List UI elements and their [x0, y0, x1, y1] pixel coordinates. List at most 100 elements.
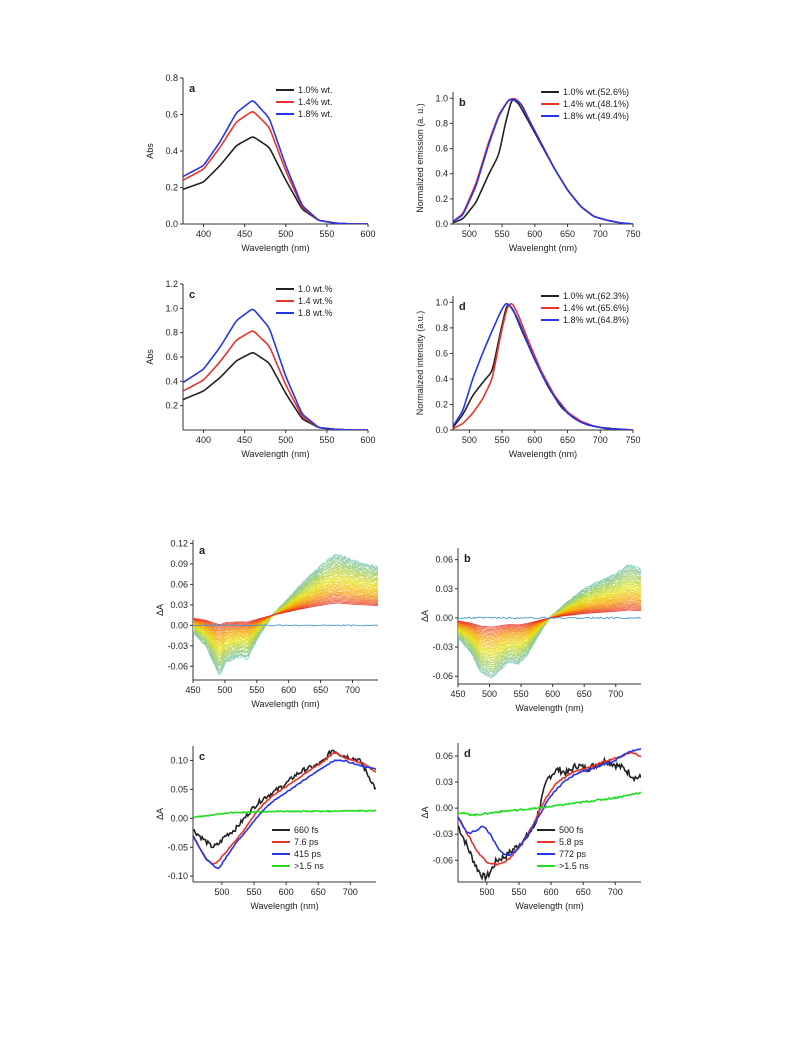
chart-panel-d-7: 500 550 600 650 700 -0.06 -0.03 0.00 0.03 0.06 Wav…: [420, 743, 641, 911]
y-tick-label: -0.05: [167, 842, 188, 852]
legend-label: 1.4% wt.: [298, 97, 333, 107]
x-tick-label: 700: [345, 685, 360, 695]
y-tick-label: -0.03: [432, 642, 453, 652]
series-trace-0: [193, 553, 378, 676]
y-tick-label: 0.06: [170, 579, 188, 589]
x-tick-label: 650: [560, 229, 575, 239]
legend-label: 1.8% wt.(64.8%): [563, 315, 629, 325]
y-tick-label: -0.10: [167, 871, 188, 881]
legend: 1.0% wt.(62.3%) 1.4% wt.(65.6%) 1.8% wt.(6…: [541, 291, 629, 325]
y-tick-label: -0.06: [432, 855, 453, 865]
chart-panel-d-3: 500 550 600 650 700 750 0.0 0.2 0.4 0.6 0.8 1.0 Wave…: [415, 291, 641, 459]
series-line-2: [453, 98, 633, 224]
y-tick-label: 0.00: [435, 613, 453, 623]
series-trace-15: [193, 571, 378, 655]
legend-label: 772 ps: [559, 849, 587, 859]
series-trace-late: [193, 624, 378, 627]
x-axis-label: Wavelength (nm): [515, 703, 583, 713]
x-axis-label: Wavelength (nm): [251, 699, 319, 709]
chart-panel-b-1: 500 550 600 650 700 750 0.0 0.2 0.4 0.6 0.8 1.0 Wave…: [415, 87, 641, 253]
y-tick-label: 1.0: [435, 93, 448, 103]
y-tick-label: -0.06: [167, 661, 188, 671]
y-tick-label: 0.00: [170, 620, 188, 630]
y-tick-label: 0.2: [435, 194, 448, 204]
panel-label: c: [199, 751, 205, 763]
chart-panel-a-4: 450 500 550 600 650 700 -0.06 -0.03 0.00 0.03 0.06…: [155, 538, 378, 709]
series-trace-20: [193, 578, 378, 650]
legend: 500 fs 5.8 ps 772 ps >1.5 ns: [537, 825, 589, 871]
y-tick-label: 0.8: [435, 323, 448, 333]
x-tick-label: 500: [214, 887, 229, 897]
x-tick-label: 600: [545, 689, 560, 699]
series-line-1: [183, 110, 368, 224]
panel-label: b: [464, 553, 471, 565]
series-line-0: [193, 749, 376, 849]
x-tick-label: 600: [360, 435, 375, 445]
y-tick-label: 0.06: [435, 751, 453, 761]
y-tick-label: 0.8: [165, 73, 178, 83]
x-tick-label: 400: [196, 435, 211, 445]
x-axis-label: Wavelength (nm): [250, 901, 318, 911]
x-tick-label: 600: [527, 229, 542, 239]
plot-area: [453, 302, 633, 430]
y-tick-label: 0.6: [435, 144, 448, 154]
series-line-3: [193, 809, 376, 819]
x-axis-label: Wavelength (nm): [241, 243, 309, 253]
y-tick-label: 0.00: [170, 813, 188, 823]
y-tick-label: 0.03: [435, 584, 453, 594]
x-tick-label: 550: [514, 689, 529, 699]
y-tick-label: 0.6: [165, 110, 178, 120]
legend-label: 1.4% wt.(65.6%): [563, 303, 629, 313]
x-tick-label: 600: [281, 685, 296, 695]
x-tick-label: 450: [237, 435, 252, 445]
y-tick-label: 0.06: [435, 555, 453, 565]
y-tick-label: 0.12: [170, 538, 188, 548]
panel-label: a: [199, 545, 206, 557]
y-axis-label: Normalized intensity (a.u.): [415, 311, 425, 416]
legend-label: 500 fs: [559, 825, 584, 835]
x-axis-label: Wavelength (nm): [241, 449, 309, 459]
legend-label: 1.4 wt.%: [298, 296, 333, 306]
legend-label: 415 ps: [294, 849, 322, 859]
series-trace-late: [458, 616, 641, 620]
legend-label: 660 fs: [294, 825, 319, 835]
y-axis-label: Abs: [145, 349, 155, 365]
series-line-0: [183, 352, 368, 430]
series-trace-25: [193, 585, 378, 643]
series-trace-28: [193, 588, 378, 640]
legend-label: 1.0% wt.(52.6%): [563, 87, 629, 97]
panel-label: a: [189, 83, 196, 95]
y-tick-label: 0.05: [170, 784, 188, 794]
series-trace-4: [193, 557, 378, 670]
plot-area: [183, 100, 368, 224]
y-axis-label: ΔA: [155, 808, 165, 820]
y-tick-label: 0.6: [165, 352, 178, 362]
y-tick-label: 0.4: [435, 374, 448, 384]
legend-label: 7.6 ps: [294, 837, 319, 847]
series-line-2: [183, 100, 368, 224]
y-tick-label: -0.06: [432, 671, 453, 681]
x-tick-label: 650: [560, 435, 575, 445]
series-line-1: [193, 751, 376, 865]
series-line-2: [458, 747, 641, 857]
y-axis-label: Normalized emission (a. u.): [415, 103, 425, 213]
x-tick-label: 700: [343, 887, 358, 897]
y-tick-label: 0.03: [170, 600, 188, 610]
x-tick-label: 650: [313, 685, 328, 695]
x-tick-label: 750: [625, 229, 640, 239]
panel-label: b: [459, 97, 466, 109]
y-tick-label: 0.0: [435, 219, 448, 229]
x-tick-label: 650: [577, 689, 592, 699]
y-axis-label: ΔA: [420, 806, 430, 818]
x-tick-label: 600: [279, 887, 294, 897]
x-tick-label: 650: [311, 887, 326, 897]
y-tick-label: 0.8: [165, 328, 178, 338]
chart-panel-a-0: 400 450 500 550 600 0.0 0.2 0.4 0.6 0.8 Wavelength…: [145, 73, 376, 253]
y-tick-label: 0.10: [170, 755, 188, 765]
legend: 660 fs 7.6 ps 415 ps >1.5 ns: [272, 825, 324, 871]
legend-label: 1.4% wt.(48.1%): [563, 99, 629, 109]
y-tick-label: 0.4: [435, 169, 448, 179]
panel-label: d: [459, 301, 466, 313]
plot-area: [183, 308, 368, 430]
y-tick-label: 0.2: [165, 401, 178, 411]
